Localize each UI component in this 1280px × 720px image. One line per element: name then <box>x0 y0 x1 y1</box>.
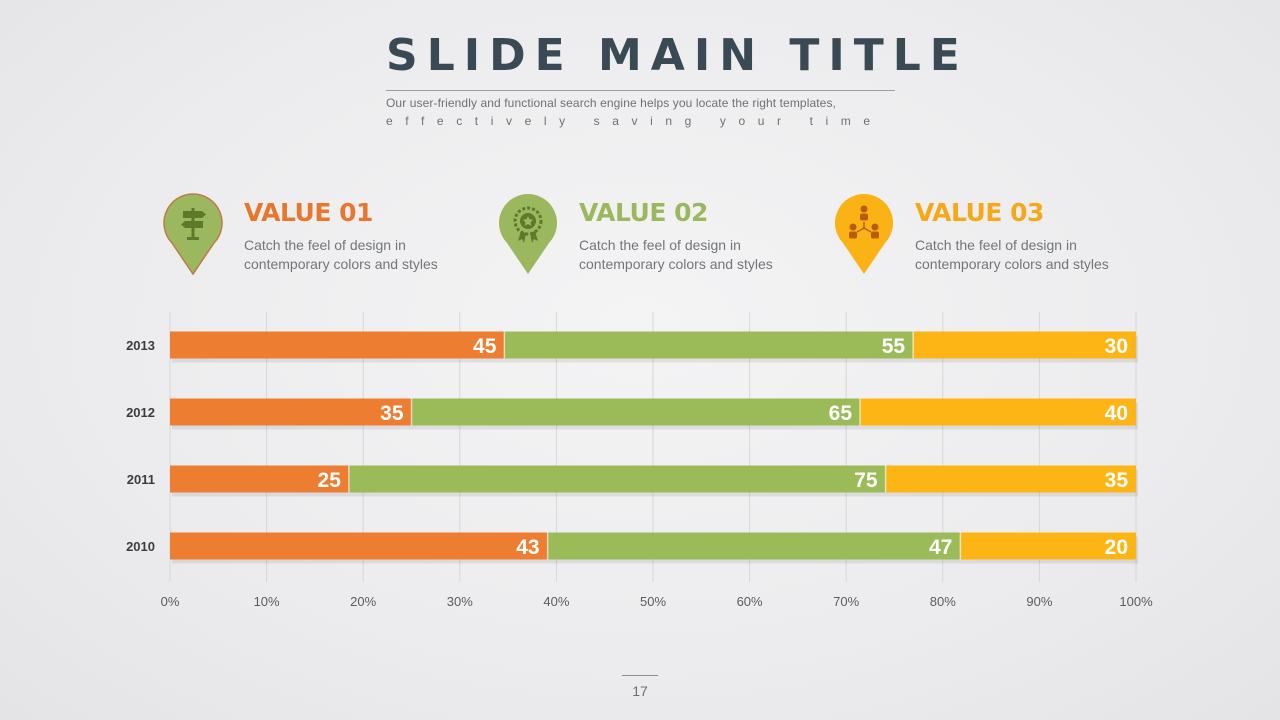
bar-segment <box>411 398 860 426</box>
page-number-divider <box>622 675 658 676</box>
x-tick-label: 0% <box>161 594 180 609</box>
x-tick-label: 100% <box>1119 594 1153 609</box>
value-01-block: VALUE 01 Catch the feel of design in con… <box>162 192 492 282</box>
value-03-block: VALUE 03 Catch the feel of design in con… <box>833 192 1163 282</box>
x-tick-label: 20% <box>350 594 376 609</box>
y-category-label: 2012 <box>126 405 155 420</box>
page-number: 17 <box>632 683 648 699</box>
value-03-description: Catch the feel of design in contemporary… <box>915 237 1109 272</box>
data-label: 65 <box>829 402 853 425</box>
x-tick-label: 70% <box>833 594 859 609</box>
subtitle-line-1: Our user-friendly and functional search … <box>386 96 836 110</box>
bar-segment <box>860 398 1136 426</box>
bar-segment <box>348 465 886 493</box>
value-02-block: VALUE 02 Catch the feel of design in con… <box>497 192 827 282</box>
award-badge-icon <box>497 192 559 276</box>
data-label: 43 <box>516 536 539 559</box>
x-tick-label: 80% <box>930 594 956 609</box>
bar-segment <box>960 532 1136 560</box>
x-tick-label: 40% <box>543 594 569 609</box>
data-label: 35 <box>380 402 404 425</box>
value-01-description: Catch the feel of design in contemporary… <box>244 237 438 272</box>
data-label: 30 <box>1105 335 1128 358</box>
value-03-title: VALUE 03 <box>915 198 1044 227</box>
bar-segment <box>170 465 349 493</box>
data-label: 45 <box>473 335 497 358</box>
value-01-title: VALUE 01 <box>244 198 373 227</box>
bar-segment <box>170 532 548 560</box>
x-tick-label: 10% <box>254 594 280 609</box>
x-tick-label: 60% <box>737 594 763 609</box>
data-label: 25 <box>318 469 342 492</box>
signpost-icon <box>162 192 224 276</box>
data-label: 75 <box>854 469 878 492</box>
y-category-label: 2010 <box>126 539 155 554</box>
data-label: 55 <box>882 335 906 358</box>
bar-segment <box>170 398 412 426</box>
x-tick-label: 30% <box>447 594 473 609</box>
x-tick-label: 90% <box>1026 594 1052 609</box>
y-category-label: 2011 <box>127 472 155 487</box>
bar-segment <box>170 331 505 359</box>
bar-segment <box>885 465 1136 493</box>
x-tick-label: 50% <box>640 594 666 609</box>
subtitle-line-2: effectively saving your time <box>386 114 883 128</box>
y-category-label: 2013 <box>126 338 155 353</box>
title-divider <box>386 90 895 91</box>
team-network-icon <box>833 192 895 276</box>
value-02-title: VALUE 02 <box>579 198 708 227</box>
data-label: 20 <box>1105 536 1128 559</box>
data-label: 35 <box>1105 469 1129 492</box>
slide-title: SLIDE MAIN TITLE <box>386 30 969 81</box>
data-label: 47 <box>929 536 952 559</box>
value-02-description: Catch the feel of design in contemporary… <box>579 237 773 272</box>
bar-segment <box>547 532 961 560</box>
data-label: 40 <box>1105 402 1128 425</box>
bar-segment <box>504 331 914 359</box>
bar-segment <box>913 331 1136 359</box>
